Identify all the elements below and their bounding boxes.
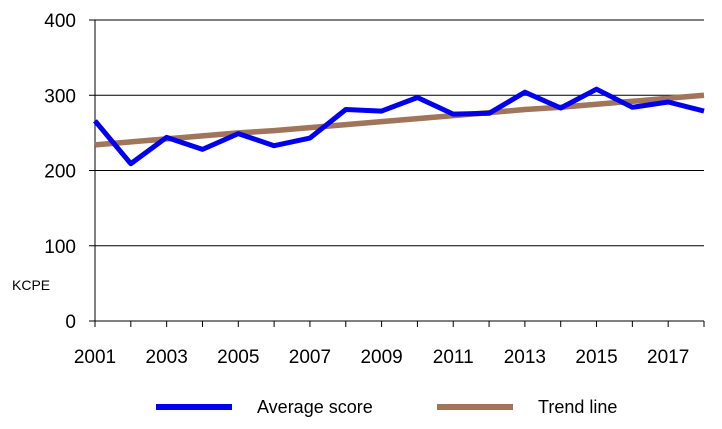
y-tick-label-200: 200 [44, 162, 76, 183]
x-tick-label-2017: 2017 [647, 347, 689, 368]
series-line-trend-line [94, 92, 705, 148]
axes [94, 20, 704, 327]
grid [95, 19, 704, 247]
x-tick-label-2009: 2009 [360, 347, 402, 368]
x-tick-label-2005: 2005 [217, 347, 259, 368]
y-tick-label-400: 400 [44, 11, 76, 32]
legend: Average score Trend line [156, 397, 617, 417]
x-tick-label-2013: 2013 [504, 347, 546, 368]
series-lines [93, 86, 705, 167]
x-tick-label-2015: 2015 [575, 347, 617, 368]
y-tick-label-100: 100 [44, 237, 76, 258]
y-tick-label-300: 300 [44, 86, 76, 107]
x-tick-label-2007: 2007 [289, 347, 331, 368]
y-tick-label-0: 0 [65, 312, 76, 333]
series-line-average-score [93, 86, 705, 167]
x-tick-label-2001: 2001 [74, 347, 116, 368]
ticks: 0 100 200 300 400 2001 2003 2005 2007 2009 2011 201… [44, 11, 705, 368]
x-tick-label-2003: 2003 [146, 347, 188, 368]
legend-label-trend-line: Trend line [538, 397, 617, 417]
y-axis-label: KCPE [12, 277, 50, 293]
x-tick-label-2011: 2011 [433, 347, 474, 368]
legend-label-average-score: Average score [257, 397, 373, 417]
